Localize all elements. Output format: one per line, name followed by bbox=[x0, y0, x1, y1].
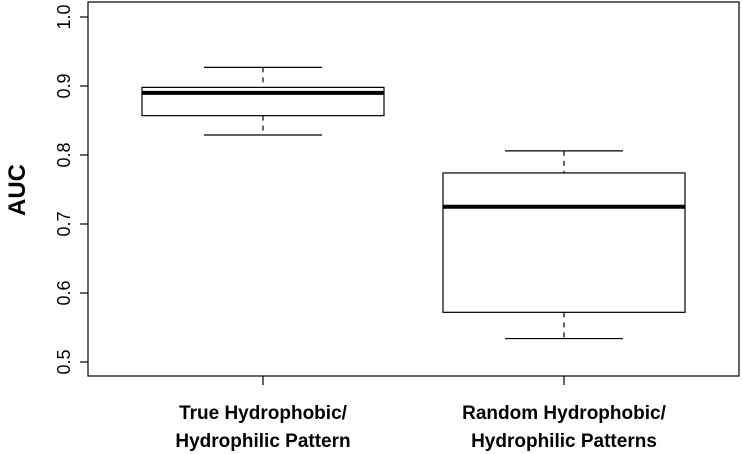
y-axis: 0.5 0.6 0.7 0.8 0.9 1.0 bbox=[54, 4, 88, 375]
x-category-label: True Hydrophobic/ bbox=[179, 403, 348, 424]
y-axis-title: AUC bbox=[4, 164, 31, 216]
box-iqr bbox=[442, 172, 686, 313]
x-category-label: Hydrophilic Pattern bbox=[175, 431, 350, 452]
x-category-label: Random Hydrophobic/ bbox=[462, 403, 666, 424]
y-tick-label: 0.8 bbox=[54, 142, 74, 167]
plot-frame bbox=[87, 1, 740, 377]
y-tick-label: 0.7 bbox=[54, 211, 74, 236]
x-category-label: Hydrophilic Patterns bbox=[471, 431, 657, 452]
y-tick-label: 1.0 bbox=[54, 4, 74, 29]
y-tick-label: 0.6 bbox=[54, 280, 74, 305]
boxes bbox=[141, 66, 686, 340]
x-axis: True Hydrophobic/Hydrophilic Pattern Rand… bbox=[175, 376, 667, 452]
y-tick-label: 0.9 bbox=[54, 73, 74, 98]
y-tick-label: 0.5 bbox=[54, 349, 74, 374]
